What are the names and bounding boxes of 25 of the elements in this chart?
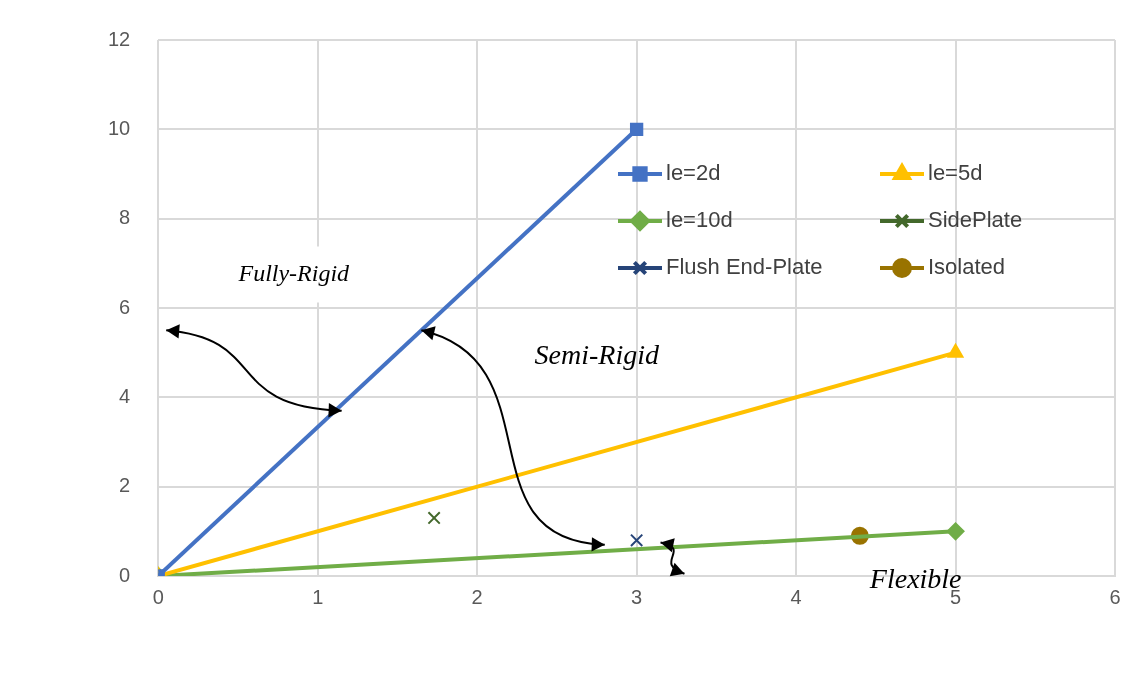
point (427, 511, 441, 525)
legend-label: le=10d (666, 207, 733, 233)
annotation: Fully-Rigid (237, 259, 351, 286)
point (629, 533, 644, 547)
annotation: Semi-Rigid (534, 339, 660, 371)
y-tick-label: 10 (108, 116, 131, 139)
x-tick-label: 0 (152, 585, 164, 608)
y-tick-label: 8 (119, 206, 131, 229)
x-tick-label: 4 (790, 585, 802, 608)
y-tick-label: 2 (119, 474, 131, 497)
x-tick-label: 6 (1109, 585, 1121, 608)
point (946, 522, 965, 541)
y-tick-label: 0 (119, 563, 131, 586)
x-tick-label: 2 (471, 585, 483, 608)
legend-label: Flush End-Plate (666, 254, 823, 280)
legend-label: le=2d (666, 160, 721, 186)
point (629, 122, 644, 136)
y-tick-label: 12 (108, 27, 131, 50)
x-tick-label: 3 (631, 585, 643, 608)
x-tick-label: 1 (312, 585, 324, 608)
legend-label: Isolated (928, 254, 1006, 280)
legend-label: le=5d (928, 160, 983, 186)
legend-label: SidePlate (928, 207, 1023, 233)
y-tick-label: 6 (119, 295, 131, 318)
y-tick-label: 4 (119, 384, 131, 407)
